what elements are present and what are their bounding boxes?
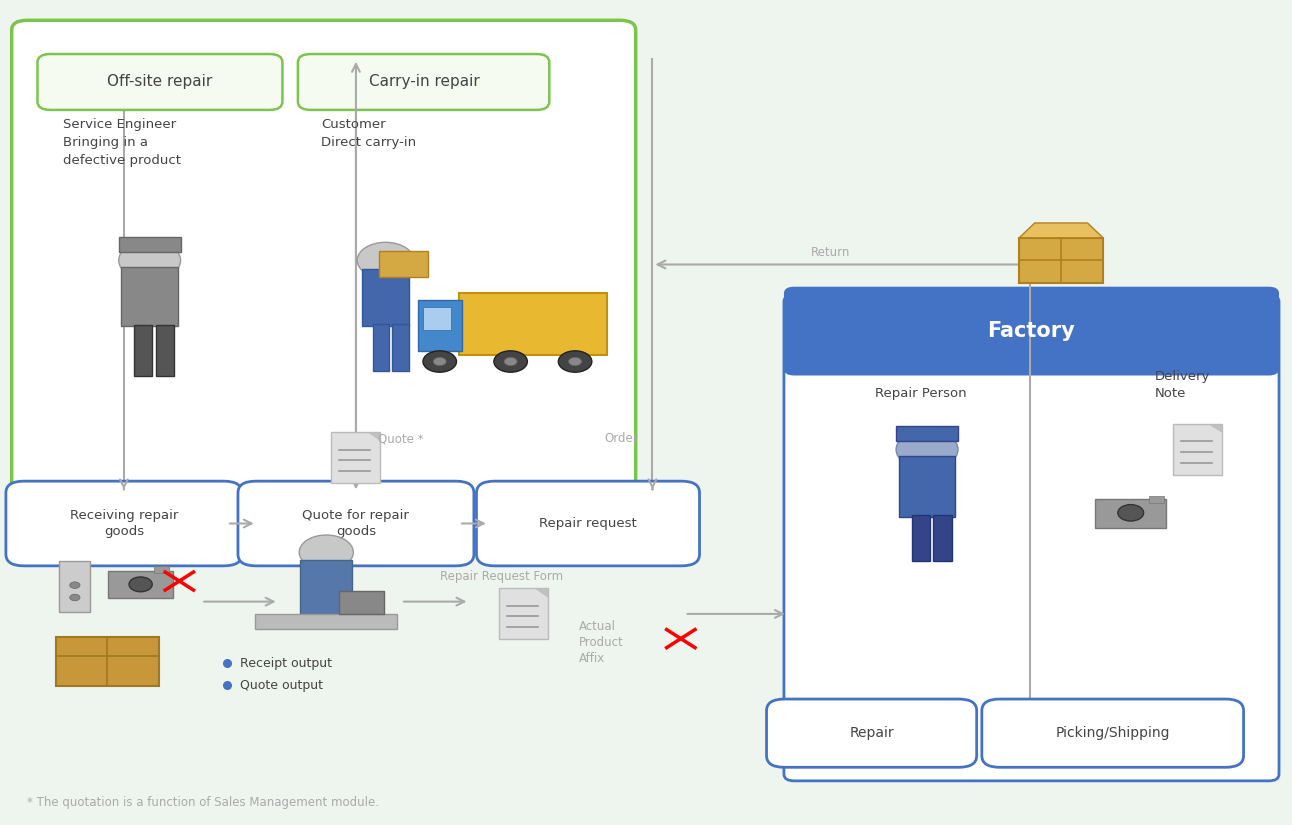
Bar — [795, 338, 1269, 369]
Polygon shape — [367, 432, 380, 441]
Text: Carry-in repair: Carry-in repair — [370, 74, 479, 89]
FancyBboxPatch shape — [784, 287, 1279, 375]
FancyBboxPatch shape — [499, 588, 548, 639]
Bar — [134, 324, 152, 375]
Text: Actual
Product
Affix: Actual Product Affix — [579, 620, 624, 665]
Bar — [459, 293, 607, 355]
Text: Off-site repair: Off-site repair — [107, 74, 213, 89]
Bar — [256, 614, 397, 629]
Circle shape — [422, 351, 456, 372]
Text: Factory: Factory — [987, 321, 1075, 341]
FancyBboxPatch shape — [332, 432, 380, 483]
Circle shape — [357, 243, 413, 279]
Text: Picking/Shipping: Picking/Shipping — [1056, 726, 1171, 740]
FancyBboxPatch shape — [1173, 424, 1222, 475]
FancyBboxPatch shape — [784, 295, 1279, 780]
Bar — [59, 561, 90, 612]
Text: Repair Request Form: Repair Request Form — [439, 570, 563, 583]
Bar — [121, 267, 178, 326]
Bar — [1019, 238, 1103, 283]
Bar — [1149, 497, 1164, 503]
Circle shape — [70, 582, 80, 588]
Bar — [362, 269, 408, 326]
Text: Customer
Direct carry-in: Customer Direct carry-in — [322, 118, 416, 149]
Bar — [56, 637, 159, 686]
Text: Repair: Repair — [849, 726, 894, 740]
FancyBboxPatch shape — [982, 699, 1244, 767]
Text: Quote for repair
goods: Quote for repair goods — [302, 508, 410, 539]
Bar — [372, 323, 389, 371]
FancyBboxPatch shape — [766, 699, 977, 767]
Bar — [899, 456, 955, 517]
Text: Delivery
Note: Delivery Note — [1155, 370, 1211, 400]
FancyBboxPatch shape — [477, 481, 699, 566]
Circle shape — [504, 357, 517, 365]
Bar — [109, 571, 173, 597]
Circle shape — [494, 351, 527, 372]
Text: Receipt output: Receipt output — [240, 657, 332, 670]
Bar — [301, 560, 351, 614]
Text: Order: Order — [605, 432, 638, 446]
Text: Quote *: Quote * — [377, 432, 424, 446]
FancyBboxPatch shape — [298, 54, 549, 110]
Bar — [391, 323, 408, 371]
Bar — [417, 299, 461, 351]
Bar — [897, 427, 957, 441]
Bar — [379, 251, 428, 277]
Bar — [934, 516, 951, 560]
FancyBboxPatch shape — [6, 481, 242, 566]
Bar — [154, 566, 169, 573]
Bar — [912, 516, 930, 560]
Polygon shape — [535, 588, 548, 596]
Polygon shape — [1019, 223, 1103, 238]
Bar — [1094, 499, 1165, 528]
FancyBboxPatch shape — [238, 481, 474, 566]
Circle shape — [70, 594, 80, 601]
Text: Quote output: Quote output — [240, 679, 323, 692]
Bar — [119, 238, 181, 252]
Polygon shape — [1209, 424, 1222, 432]
Circle shape — [119, 241, 181, 280]
Text: Repair request: Repair request — [539, 517, 637, 530]
Circle shape — [433, 357, 446, 365]
Circle shape — [1118, 505, 1143, 521]
Circle shape — [897, 430, 957, 469]
Text: Receiving repair
goods: Receiving repair goods — [70, 508, 178, 539]
Text: Return: Return — [811, 246, 850, 259]
Circle shape — [568, 357, 581, 365]
FancyBboxPatch shape — [37, 54, 283, 110]
FancyBboxPatch shape — [12, 21, 636, 505]
Circle shape — [558, 351, 592, 372]
Circle shape — [300, 535, 353, 569]
Text: Repair Person: Repair Person — [876, 387, 968, 400]
Text: Service Engineer
Bringing in a
defective product: Service Engineer Bringing in a defective… — [63, 118, 181, 167]
Text: * The quotation is a function of Sales Management module.: * The quotation is a function of Sales M… — [27, 796, 379, 808]
Bar — [156, 324, 174, 375]
Bar — [422, 307, 451, 330]
Bar — [340, 591, 384, 614]
Circle shape — [129, 577, 152, 592]
